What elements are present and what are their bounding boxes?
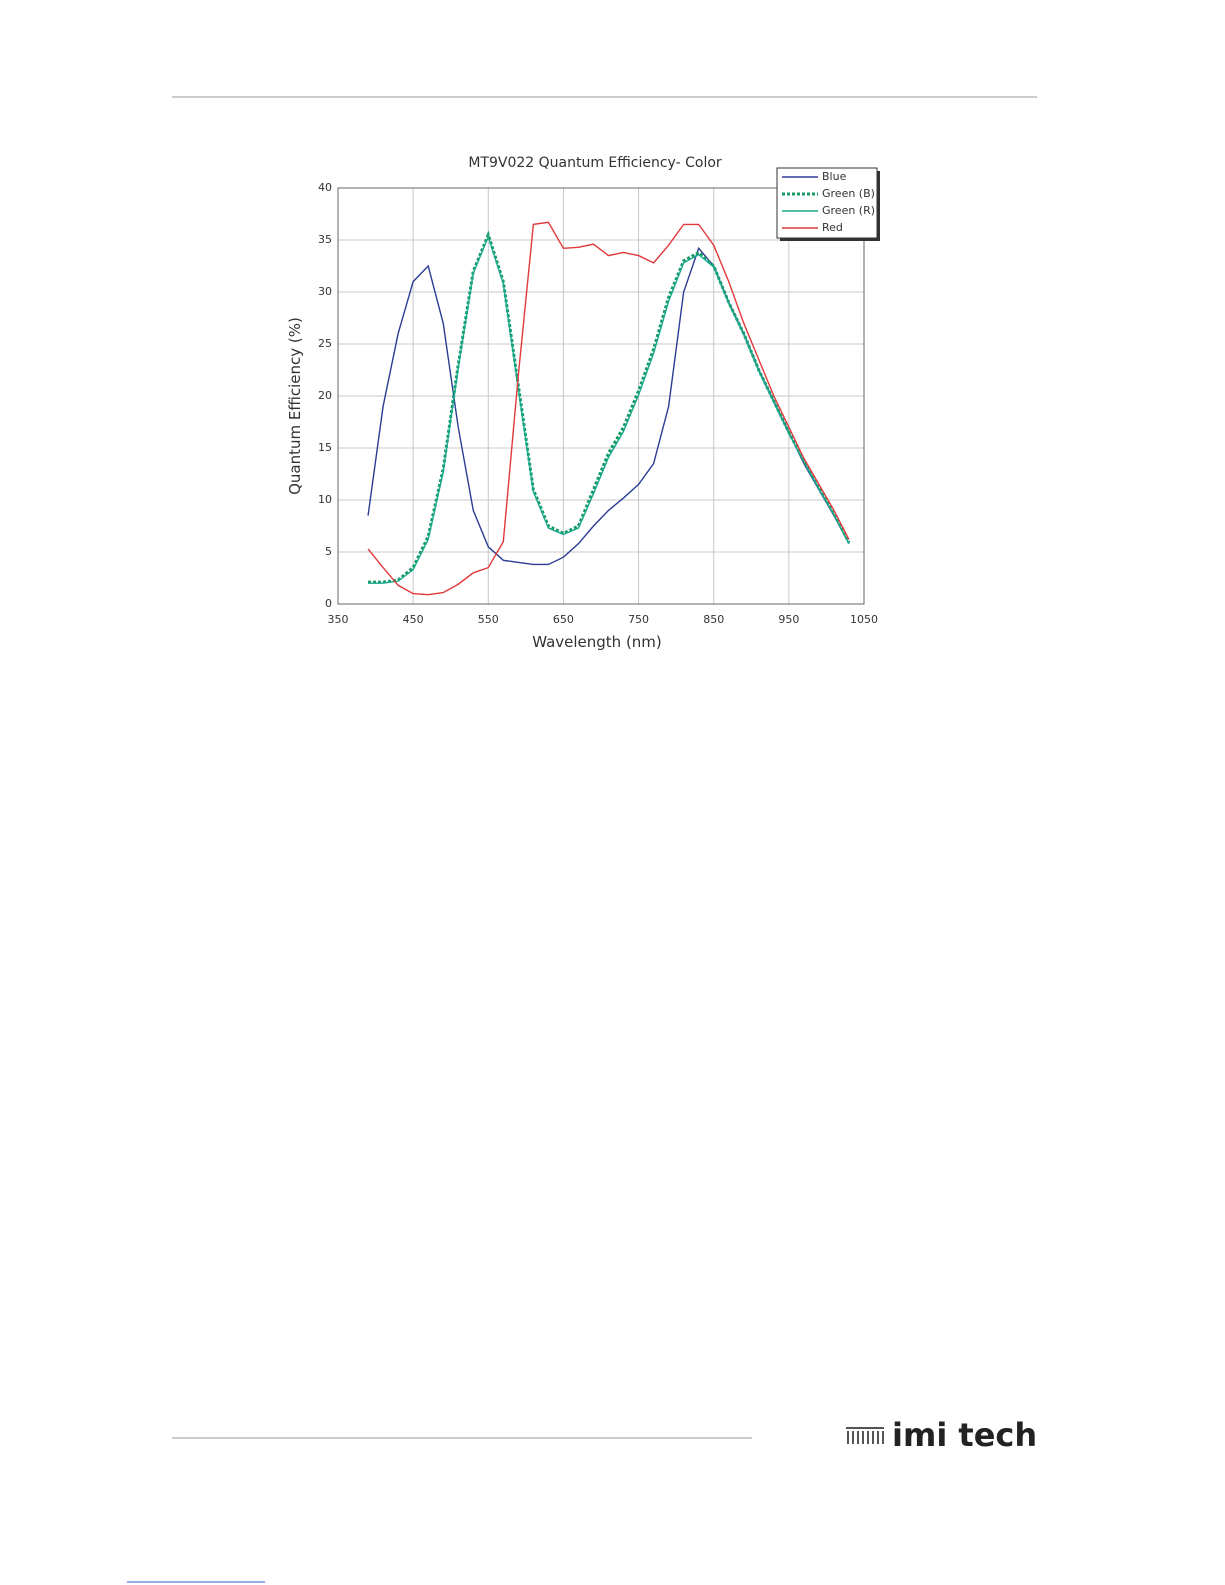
legend-label: Blue xyxy=(822,170,847,183)
plot-frame xyxy=(337,187,865,605)
y-tick-label: 20 xyxy=(318,389,332,402)
x-tick-label: 950 xyxy=(778,613,799,626)
legend-label: Green (B) xyxy=(822,187,875,200)
x-tick-label: 350 xyxy=(328,613,349,626)
y-axis-label: Quantum Efficiency (%) xyxy=(286,317,304,495)
x-tick-label: 1050 xyxy=(850,613,878,626)
y-tick-label: 25 xyxy=(318,337,332,350)
x-tick-label: 650 xyxy=(553,613,574,626)
series-line xyxy=(367,221,850,596)
x-tick-label: 850 xyxy=(703,613,724,626)
y-tick-label: 0 xyxy=(325,597,332,610)
logo-icon xyxy=(846,1427,884,1444)
y-tick-label: 15 xyxy=(318,441,332,454)
y-tick-label: 10 xyxy=(318,493,332,506)
y-tick-label: 30 xyxy=(318,285,332,298)
legend-box xyxy=(776,167,878,239)
chart-title: MT9V022 Quantum Efficiency- Color xyxy=(468,155,722,171)
y-tick-label: 40 xyxy=(318,181,332,194)
x-axis-label: Wavelength (nm) xyxy=(532,633,662,651)
legend-label: Green (R) xyxy=(822,204,875,217)
x-tick-label: 550 xyxy=(478,613,499,626)
y-tick-label: 35 xyxy=(318,233,332,246)
series-line xyxy=(368,234,850,584)
x-tick-label: 450 xyxy=(403,613,424,626)
x-tick-label: 750 xyxy=(628,613,649,626)
legend-label: Red xyxy=(822,221,843,234)
logo-text: imi tech xyxy=(892,1416,1037,1454)
y-tick-label: 5 xyxy=(325,545,332,558)
